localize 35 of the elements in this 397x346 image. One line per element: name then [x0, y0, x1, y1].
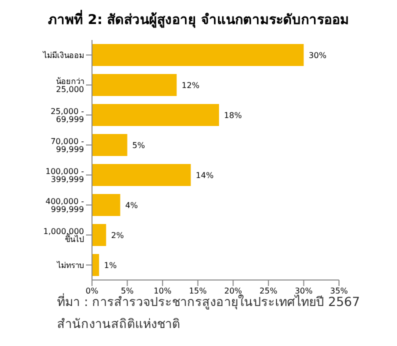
bar	[92, 164, 191, 186]
y-tick-label: ไม่มีเงินออม	[42, 50, 84, 60]
chart-title: ภาพที่ 2: สัดส่วนผู้สูงอายุ จำแนกตามระดับการออม	[47, 8, 350, 30]
y-tick-label: 70,000 - 99,999	[50, 136, 84, 154]
data-label: 2%	[111, 230, 124, 240]
bar	[92, 44, 304, 66]
data-label: 30%	[308, 50, 327, 60]
x-tick-label: 35%	[330, 286, 348, 296]
bar	[92, 254, 100, 276]
y-tick-label: 25,000 - 69,999	[50, 106, 84, 124]
x-tick-label: 10%	[154, 286, 172, 296]
data-label: 4%	[125, 200, 138, 210]
data-label: 18%	[224, 110, 242, 120]
y-tick-label: 400,000 - 999,999	[45, 196, 84, 214]
data-label: 12%	[182, 80, 200, 90]
data-label: 14%	[196, 170, 214, 180]
x-tick-label: 20%	[224, 286, 242, 296]
text: สำนักงานสถิติแห่งชาติ	[57, 315, 180, 333]
y-tick-label: น้อยกว่า 25,000	[56, 76, 84, 94]
x-tick-label: 15%	[188, 286, 208, 296]
data-label: 1%	[104, 260, 118, 270]
x-tick-label: 5%	[120, 286, 134, 296]
x-tick-label: 0%	[86, 286, 99, 296]
bar	[92, 74, 177, 96]
text: ที่มา : การสำรวจประชากรสูงอายุในประเทศไทยปี 2567	[57, 293, 360, 312]
bar	[92, 134, 128, 156]
bar	[92, 194, 120, 216]
bar	[92, 104, 220, 126]
y-tick-label: 100,000 - 399,999	[45, 166, 84, 184]
y-tick-label: ไม่ทราบ	[56, 260, 84, 270]
bar	[92, 224, 106, 246]
data-label: 5%	[132, 140, 146, 150]
x-tick-label: 30%	[294, 286, 314, 296]
x-tick-label: 25%	[260, 286, 278, 296]
y-tick-label: 1,000,000 ขึ้นไป	[43, 226, 84, 244]
